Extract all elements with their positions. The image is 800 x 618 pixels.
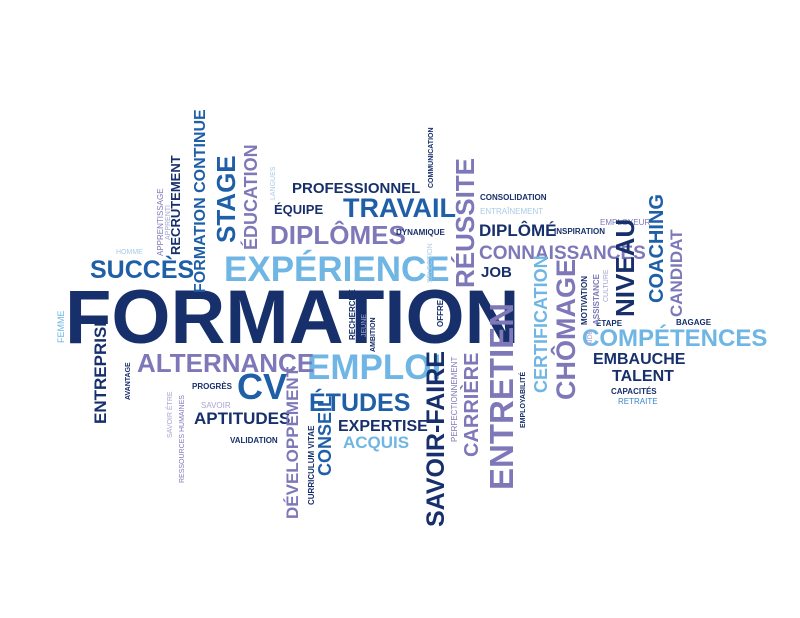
word-savoir: SAVOIR: [201, 401, 231, 410]
word-motivation: MOTIVATION: [580, 275, 589, 325]
word-bagage: BAGAGE: [676, 318, 712, 327]
word-ambition: AMBITION: [370, 317, 377, 352]
word-capacites: CAPACITÉS: [611, 387, 657, 396]
word-education: ÉDUCATION: [241, 144, 261, 250]
word-cv: CV: [237, 366, 288, 407]
word-homme: HOMME: [116, 249, 143, 256]
word-femme: FEMME: [56, 310, 66, 344]
word-culture: CULTURE: [603, 269, 610, 302]
word-ressources-humaines: RESSOURCES HUMAINES: [179, 395, 186, 483]
word-chomage: CHÔMAGE: [551, 259, 581, 400]
word-succes: SUCCÈS: [90, 256, 195, 284]
word-carriere: CARRIÈRE: [461, 352, 483, 457]
word-embauche: EMBAUCHE: [593, 351, 686, 368]
word-entretien: ENTRETIEN: [483, 302, 520, 490]
word-professionnel: PROFESSIONNEL: [292, 180, 421, 197]
word-acquis: ACQUIS: [343, 433, 410, 452]
word-developpement: DÉVELOPPEMENT: [283, 366, 302, 519]
word-coaching: COACHING: [646, 194, 668, 303]
word-experience: EXPÉRIENCE: [224, 250, 450, 289]
word-perfectionnement: PERFECTIONNEMENT: [450, 356, 459, 442]
word-selection: SÉLECTION: [427, 243, 434, 283]
word-employeur: EMPLOYEUR: [600, 218, 651, 227]
word-travail: TRAVAIL: [343, 193, 456, 223]
word-dynamique: DYNAMIQUE: [396, 228, 445, 237]
word-diplomes: DIPLÔMES: [270, 220, 406, 250]
word-employabilite: EMPLOYABILITÉ: [520, 371, 527, 428]
word-connaissances: CONNAISSANCES: [479, 243, 646, 264]
word-progres: PROGRÈS: [192, 382, 233, 391]
word-entrainement: ENTRAÎNEMENT: [480, 207, 544, 216]
word-validation: VALIDATION: [230, 436, 278, 445]
word-savoir-etre: SAVOIR ÊTRE: [167, 391, 174, 438]
word-etape: ÉTAPE: [596, 319, 623, 328]
word-diplome: DIPLÔMÉ: [479, 221, 557, 240]
word-formation-continue: FORMATION CONTINUE: [192, 109, 209, 293]
word-conseil: CONSEIL: [315, 395, 335, 476]
word-equipe: ÉQUIPE: [274, 202, 324, 217]
word-apprentissage: APPRENTISSAGE: [156, 188, 165, 256]
word-recrutement: RECRUTEMENT: [168, 155, 183, 255]
word-jeune: JEUNE: [361, 314, 368, 337]
word-emploi: EMPLOI: [307, 348, 442, 387]
word-communication: COMMUNICATION: [428, 127, 435, 188]
word-retraite: RETRAITE: [618, 397, 658, 406]
word-assistance: ASSISTANCE: [592, 274, 601, 325]
word-alternance: ALTERNANCE: [137, 348, 315, 378]
word-entreprise: ENTREPRISE: [91, 315, 110, 424]
word-niveau: NIVEAU: [610, 218, 640, 317]
word-formation: FORMATION: [65, 275, 520, 360]
word-avantage: AVANTAGE: [125, 362, 132, 400]
word-aide: AIDE: [587, 329, 594, 346]
word-etudes: ÉTUDES: [309, 389, 411, 417]
word-savoir-faire: SAVOIR-FAIRE: [422, 351, 450, 527]
word-stage: STAGE: [211, 155, 241, 243]
word-inspiration: INSPIRATION: [554, 227, 605, 236]
word-reussite: RÉUSSITE: [450, 157, 480, 288]
word-expertise: EXPERTISE: [338, 418, 428, 435]
word-certification: CERTIFICATION: [531, 255, 551, 393]
word-consolidation: CONSOLIDATION: [480, 193, 547, 202]
word-candidat: CANDIDAT: [667, 229, 686, 317]
word-talent: TALENT: [612, 368, 674, 385]
word-recherche: RECHERCHE: [348, 289, 357, 340]
word-aptitudes: APTITUDES: [194, 409, 291, 428]
word-competences: COMPÉTENCES: [582, 325, 768, 352]
word-job: JOB: [481, 264, 512, 281]
word-langues: LANGUES: [270, 166, 277, 200]
word-offre: OFFRE: [436, 299, 445, 327]
